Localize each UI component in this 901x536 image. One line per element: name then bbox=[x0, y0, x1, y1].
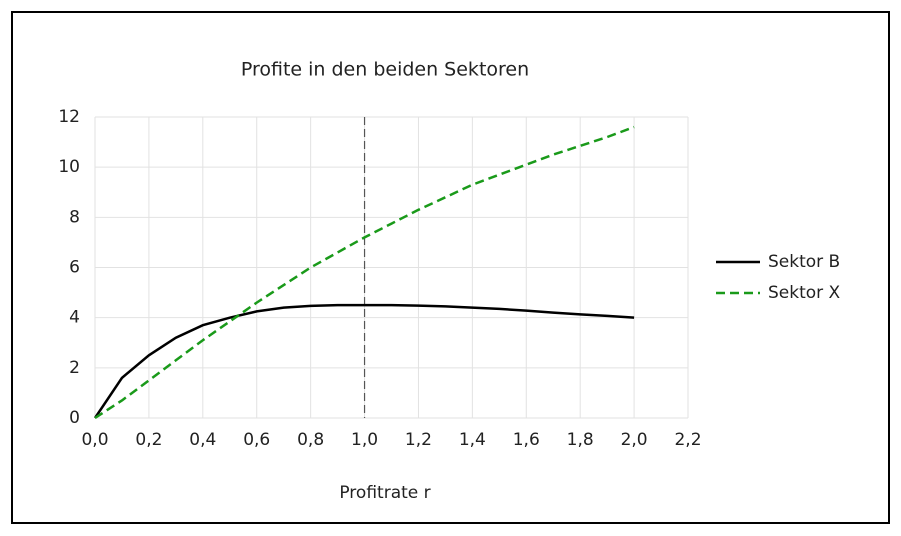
y-tick-label: 2 bbox=[69, 358, 80, 378]
x-tick-label: 1,0 bbox=[351, 430, 378, 450]
legend-label: Sektor X bbox=[768, 283, 841, 303]
x-tick-label: 1,6 bbox=[513, 430, 540, 450]
y-tick-label: 6 bbox=[69, 258, 80, 278]
y-tick-label: 10 bbox=[58, 157, 80, 177]
legend-label: Sektor B bbox=[768, 252, 840, 272]
x-tick-label: 0,8 bbox=[297, 430, 324, 450]
series-line bbox=[93, 303, 635, 419]
x-tick-label: 0,4 bbox=[189, 430, 216, 450]
x-tick-label: 0,0 bbox=[81, 430, 108, 450]
y-tick-label: 8 bbox=[69, 207, 80, 227]
x-tick-label: 1,8 bbox=[567, 430, 594, 450]
y-tick-label: 12 bbox=[58, 107, 80, 127]
x-tick-label: 2,0 bbox=[621, 430, 648, 450]
x-tick-label: 0,2 bbox=[135, 430, 162, 450]
x-tick-label: 2,2 bbox=[674, 430, 701, 450]
x-tick-label: 1,4 bbox=[459, 430, 486, 450]
x-tick-label: 0,6 bbox=[243, 430, 270, 450]
chart-title: Profite in den beiden Sektoren bbox=[241, 59, 529, 81]
y-tick-label: 0 bbox=[69, 408, 80, 428]
y-tick-label: 4 bbox=[69, 308, 80, 328]
x-tick-label: 1,2 bbox=[405, 430, 432, 450]
x-axis-label: Profitrate r bbox=[339, 483, 430, 503]
series-line bbox=[94, 125, 635, 420]
